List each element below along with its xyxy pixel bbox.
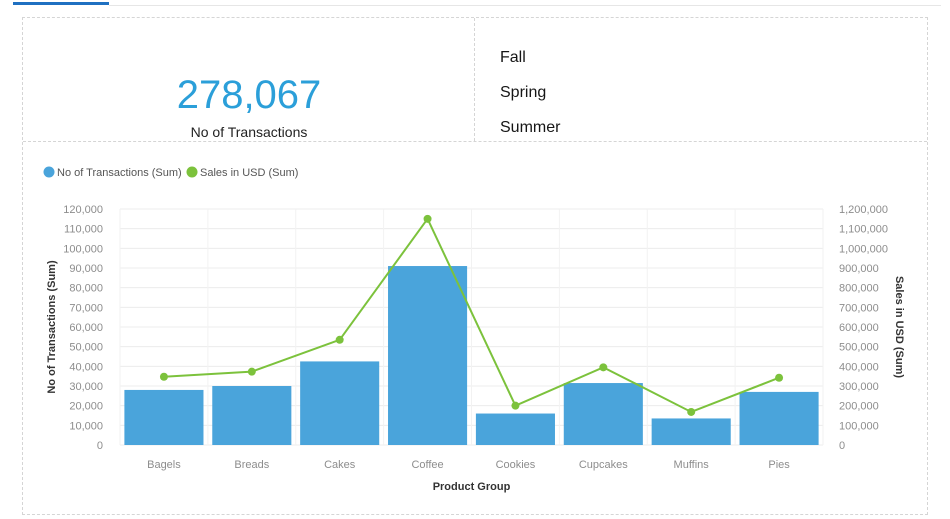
bar-bagels[interactable]	[124, 389, 204, 445]
x-tick-label: Cakes	[324, 459, 356, 471]
sales-point-breads[interactable]	[247, 367, 256, 376]
y-tick-label: 40,000	[69, 361, 103, 373]
y-tick-label: 0	[97, 440, 103, 452]
x-tick-label: Cookies	[496, 459, 536, 471]
y2-tick-label: 1,000,000	[839, 243, 888, 255]
y-tick-label: 120,000	[63, 204, 103, 216]
y2-tick-label: 1,100,000	[839, 224, 888, 236]
season-filter-list[interactable]: Fall Spring Summer	[500, 48, 920, 132]
y2-tick-label: 500,000	[839, 342, 879, 354]
bar-breads[interactable]	[212, 386, 292, 445]
y-tick-label: 30,000	[69, 381, 103, 393]
bar-coffee[interactable]	[388, 266, 468, 445]
sales-point-pies[interactable]	[775, 373, 784, 382]
kpi-tile[interactable]: 278,067 No of Transactions	[23, 18, 475, 141]
x-tick-label: Bagels	[147, 459, 181, 471]
y2-tick-label: 900,000	[839, 263, 879, 275]
y-axis-title: No of Transactions (Sum)	[46, 260, 58, 394]
y-tick-label: 70,000	[69, 302, 103, 314]
sales-line	[163, 216, 780, 414]
bar-pies[interactable]	[739, 391, 819, 445]
sales-point-cookies[interactable]	[511, 401, 520, 410]
y-tick-label: 60,000	[69, 322, 103, 334]
y-tick-label: 10,000	[69, 420, 103, 432]
legend-bar-swatch[interactable]	[43, 166, 55, 178]
y2-tick-label: 1,200,000	[839, 204, 888, 216]
tab-bar-divider	[109, 5, 941, 6]
kpi-label: No of Transactions	[190, 124, 308, 140]
bar-muffins[interactable]	[651, 418, 731, 445]
x-tick-label: Pies	[768, 459, 790, 471]
season-item-spring[interactable]: Spring	[500, 84, 547, 101]
x-tick-label: Breads	[234, 459, 269, 471]
y-tick-label: 90,000	[69, 263, 103, 275]
sales-point-cakes[interactable]	[335, 335, 344, 344]
tile-row-divider	[23, 141, 927, 142]
legend-bar-label[interactable]: No of Transactions (Sum)	[57, 167, 182, 179]
y-tick-label: 110,000	[64, 224, 103, 236]
y2-tick-label: 100,000	[839, 420, 879, 432]
x-tick-label: Muffins	[674, 459, 710, 471]
kpi-value: 278,067	[176, 73, 322, 117]
y-tick-label: 100,000	[63, 243, 103, 255]
legend-line-swatch[interactable]	[186, 166, 198, 178]
bar-cupcakes[interactable]	[563, 383, 643, 445]
y2-tick-label: 800,000	[839, 283, 879, 295]
y-tick-label: 20,000	[69, 401, 103, 413]
dashboard-frame	[22, 17, 928, 515]
x-tick-label: Coffee	[411, 459, 443, 471]
x-tick-label: Cupcakes	[579, 459, 628, 471]
bar-cakes[interactable]	[300, 361, 380, 445]
y2-tick-label: 300,000	[839, 381, 879, 393]
season-item-fall[interactable]: Fall	[500, 49, 526, 66]
sales-point-cupcakes[interactable]	[599, 363, 608, 372]
y2-tick-label: 400,000	[839, 361, 879, 373]
sales-point-bagels[interactable]	[159, 372, 168, 381]
y-tick-label: 50,000	[69, 342, 103, 354]
y2-axis-title: Sales in USD (Sum)	[893, 276, 905, 378]
y-tick-label: 80,000	[69, 283, 103, 295]
y2-tick-label: 200,000	[839, 401, 879, 413]
y2-tick-label: 0	[839, 440, 845, 452]
sales-point-muffins[interactable]	[687, 407, 696, 416]
x-axis-title: Product Group	[433, 481, 511, 493]
sales-point-coffee[interactable]	[423, 214, 432, 223]
y2-tick-label: 700,000	[839, 302, 879, 314]
season-item-summer[interactable]: Summer	[500, 119, 561, 132]
active-tab-indicator[interactable]	[13, 2, 109, 5]
bar-cookies[interactable]	[475, 413, 555, 445]
y2-tick-label: 600,000	[839, 322, 879, 334]
legend-line-label[interactable]: Sales in USD (Sum)	[200, 167, 298, 179]
